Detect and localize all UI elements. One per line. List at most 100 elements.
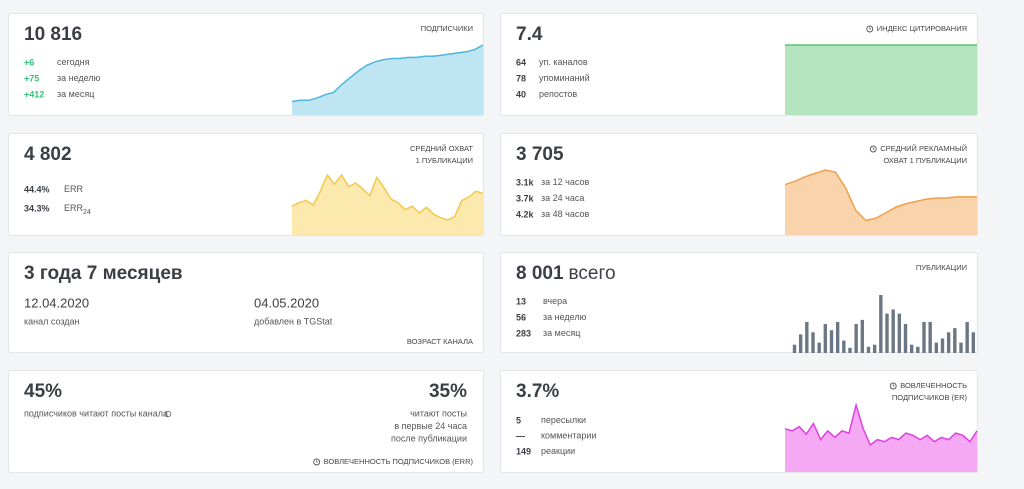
card-title: ВОВЛЕЧЕННОСТЬ bbox=[900, 381, 967, 390]
stat-label: за неделю bbox=[57, 73, 101, 83]
card-title: 1 ПУБЛИКАЦИИ bbox=[416, 156, 473, 165]
bar bbox=[872, 344, 877, 353]
stat-number: 78 bbox=[516, 73, 526, 83]
clock-hand bbox=[316, 460, 318, 463]
stat-number: 44.4% bbox=[24, 184, 50, 194]
stat-label: упоминаний bbox=[539, 73, 590, 83]
stat-number: 3.1k bbox=[516, 177, 535, 187]
stat-subscript: 24 bbox=[83, 209, 91, 216]
area-fill bbox=[785, 170, 977, 235]
stat-label-text: вчера bbox=[543, 296, 567, 306]
card-value: 10 816 bbox=[24, 24, 82, 45]
sparkline bbox=[291, 173, 484, 221]
stat-label: репостов bbox=[539, 89, 577, 99]
bar bbox=[866, 346, 871, 353]
bar bbox=[946, 332, 951, 353]
area-fill bbox=[292, 175, 483, 235]
stat-label-text: репостов bbox=[539, 89, 577, 99]
card-title: ПОДПИСЧИКОВ (ER) bbox=[892, 393, 968, 402]
bar bbox=[811, 332, 815, 353]
area-fill bbox=[292, 45, 483, 115]
caption-2: читают посты bbox=[410, 408, 467, 418]
date: 04.05.2020 bbox=[254, 295, 319, 310]
bar bbox=[953, 328, 957, 353]
value-text: 3.7% bbox=[516, 381, 559, 402]
caption-2: в первые 24 часа bbox=[394, 421, 467, 431]
stat-label: сегодня bbox=[57, 57, 90, 67]
stat-label-text: ERR bbox=[64, 184, 84, 194]
clock-hand bbox=[892, 384, 895, 387]
card-title: СРЕДНИЙ РЕКЛАМНЫЙ bbox=[880, 144, 967, 153]
card-value: 45% bbox=[24, 381, 62, 402]
stat-label-text: за неделю bbox=[543, 312, 587, 322]
value-text: 3 705 bbox=[516, 144, 564, 165]
bar bbox=[835, 321, 840, 353]
stat-label-text: за месяц bbox=[57, 89, 94, 99]
bar bbox=[848, 347, 852, 353]
date: 12.04.2020 bbox=[24, 295, 89, 310]
bar bbox=[891, 309, 895, 353]
sparkline bbox=[784, 402, 978, 447]
sparkline bbox=[784, 169, 977, 222]
value-text: 8 001 bbox=[516, 263, 564, 284]
stat-label-text: за 48 часов bbox=[541, 209, 589, 219]
stat-number: 3.7k bbox=[516, 193, 535, 203]
card-title: ПУБЛИКАЦИИ bbox=[916, 263, 967, 272]
stat-label-text: комментарии bbox=[541, 431, 596, 441]
stat-label-text: пересылки bbox=[541, 415, 586, 425]
stat-number: +412 bbox=[24, 89, 44, 99]
card-footer: ВОЗРАСТ КАНАЛА bbox=[407, 337, 473, 346]
card-title: СРЕДНИЙ ОХВАТ bbox=[410, 144, 473, 153]
stat-label: вчера bbox=[543, 296, 567, 306]
card-value: 8 001 всего bbox=[516, 263, 616, 284]
card-value: 7.4 bbox=[516, 24, 543, 45]
card bbox=[8, 370, 484, 473]
bar bbox=[854, 324, 858, 353]
bar bbox=[805, 321, 809, 353]
caption: подписчиков читают посты канала bbox=[24, 408, 168, 418]
clock-icon bbox=[869, 145, 877, 153]
area-fill bbox=[785, 405, 977, 472]
bar bbox=[959, 342, 963, 353]
bar bbox=[879, 295, 883, 353]
caption-2: после публикации bbox=[391, 433, 467, 443]
card-footer: ВОВЛЕЧЕННОСТЬ ПОДПИСЧИКОВ (ERR) bbox=[324, 457, 474, 466]
stat-label: ERR24 bbox=[64, 203, 91, 215]
stat-label-text: за 12 часов bbox=[541, 177, 589, 187]
stat-number: 4.2k bbox=[516, 209, 535, 219]
clock-hand bbox=[869, 27, 872, 30]
bar bbox=[965, 321, 969, 353]
bar bbox=[909, 344, 914, 353]
sparkline bbox=[291, 44, 484, 103]
card-value: 3.7% bbox=[516, 381, 559, 402]
stat-label: за 24 часа bbox=[541, 193, 584, 203]
value-text: 45% bbox=[24, 381, 62, 402]
value-text: 3 года 7 месяцев bbox=[24, 263, 183, 284]
bar bbox=[940, 338, 945, 353]
card bbox=[500, 252, 978, 353]
bar bbox=[934, 342, 939, 353]
stat-number: 40 bbox=[516, 89, 526, 99]
stat-number: 13 bbox=[516, 296, 526, 306]
stat-label: за месяц bbox=[543, 328, 580, 338]
stat-label: пересылки bbox=[541, 415, 586, 425]
stat-number: +75 bbox=[24, 73, 39, 83]
stat-label-text: за 24 часа bbox=[541, 193, 584, 203]
bar bbox=[903, 324, 908, 353]
stat-label: ERR bbox=[64, 184, 84, 194]
card-value: 4 802 bbox=[24, 144, 72, 165]
bar bbox=[922, 321, 926, 353]
card-title: ПОДПИСЧИКИ bbox=[421, 24, 473, 33]
bar bbox=[897, 313, 902, 353]
bar bbox=[916, 346, 920, 353]
card bbox=[500, 133, 978, 236]
stat-number: 149 bbox=[516, 446, 531, 456]
card-title: ОХВАТ 1 ПУБЛИКАЦИИ bbox=[883, 156, 967, 165]
stat-number: 64 bbox=[516, 57, 526, 67]
bar bbox=[885, 313, 889, 353]
bar bbox=[792, 344, 797, 353]
stat-number: 283 bbox=[516, 328, 531, 338]
clock-icon bbox=[313, 458, 321, 466]
card-value: 3 года 7 месяцев bbox=[24, 263, 183, 284]
